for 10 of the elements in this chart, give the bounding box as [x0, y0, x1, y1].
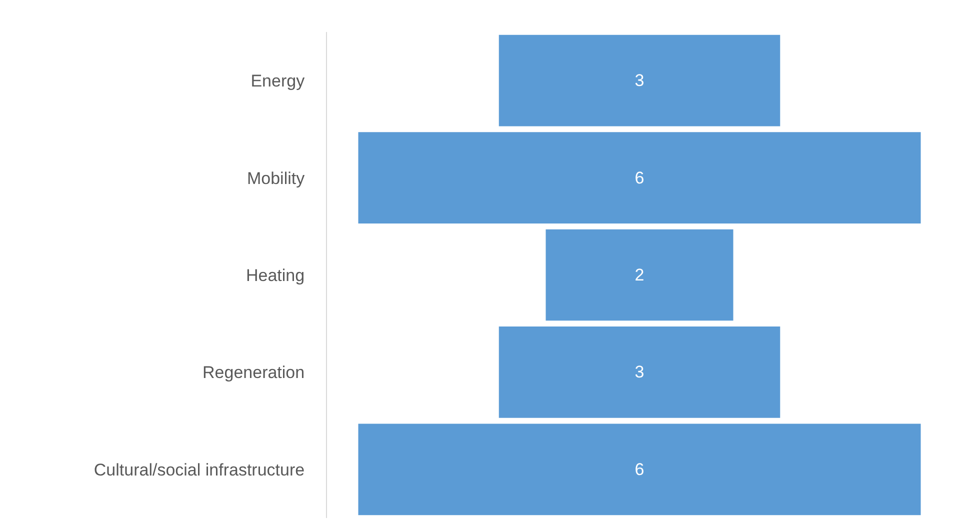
- data-label: 6: [634, 460, 644, 479]
- category-label: Mobility: [246, 168, 306, 188]
- category-label: Energy: [250, 72, 306, 91]
- category-label: Heating: [246, 266, 305, 285]
- data-label: 2: [634, 266, 644, 284]
- data-label: 6: [634, 168, 644, 188]
- category-label: Cultural/social infrastructure: [94, 460, 305, 480]
- category-label: Regeneration: [202, 363, 305, 382]
- data-label: 3: [634, 71, 644, 90]
- data-label: 3: [634, 362, 644, 382]
